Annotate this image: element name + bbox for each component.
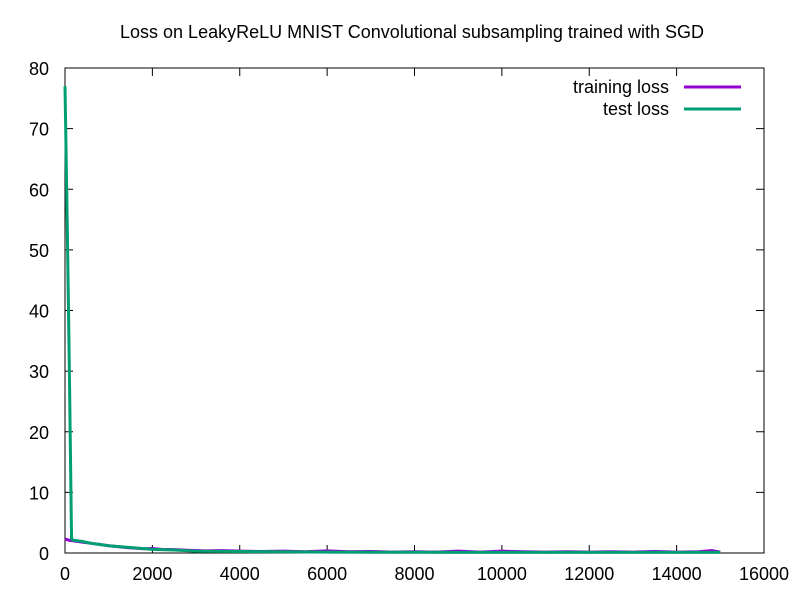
axis-ticks: 0 2000 4000 6000 8000 10000 12000 14000 16000 0 10…: [29, 59, 789, 584]
y-tick-label: 30: [29, 362, 49, 382]
x-tick-label: 10000: [477, 564, 527, 584]
y-tick-label: 10: [29, 483, 49, 503]
y-tick-label: 0: [39, 544, 49, 564]
y-tick-label: 40: [29, 302, 49, 322]
x-tick-label: 16000: [739, 564, 789, 584]
y-tick-label: 20: [29, 423, 49, 443]
legend-label: test loss: [603, 99, 669, 119]
legend-label: training loss: [573, 77, 669, 97]
plot-frame: [64, 67, 765, 554]
y-tick-label: 50: [29, 241, 49, 261]
x-tick-label: 2000: [132, 564, 172, 584]
x-tick-label: 4000: [220, 564, 260, 584]
y-tick-label: 70: [29, 120, 49, 140]
x-tick-label: 12000: [564, 564, 614, 584]
x-tick-label: 8000: [394, 564, 434, 584]
series-line-test-loss: [63, 86, 721, 554]
y-tick-label: 80: [29, 59, 49, 79]
x-tick-label: 0: [60, 564, 70, 584]
y-tick-label: 60: [29, 180, 49, 200]
x-tick-label: 14000: [652, 564, 702, 584]
series-group: [63, 86, 721, 554]
x-tick-label: 6000: [307, 564, 347, 584]
chart-title: Loss on LeakyReLU MNIST Convolutional su…: [120, 22, 704, 42]
